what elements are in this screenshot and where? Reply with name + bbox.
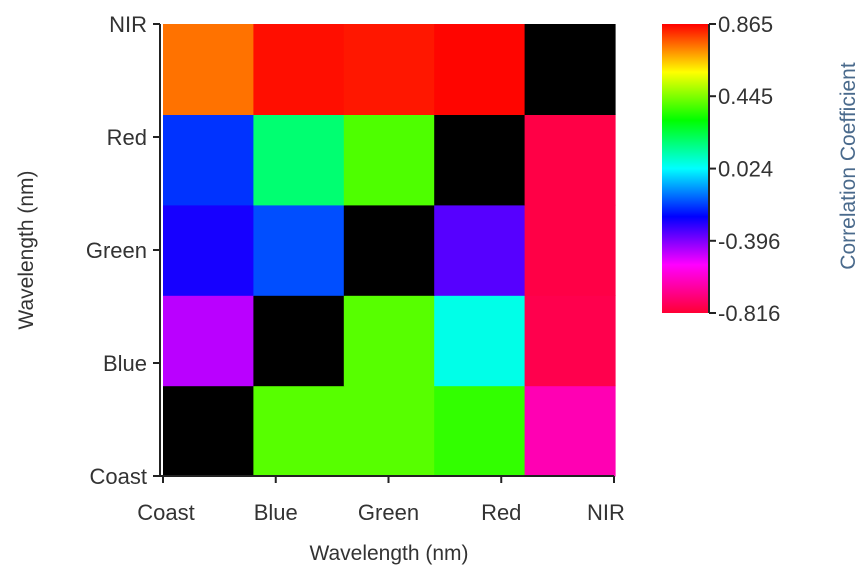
- heatmap-cell-red-red: [434, 114, 526, 206]
- heatmap-cell-blue-nir: [524, 295, 616, 387]
- colorbar-tick-label: -0.396: [718, 229, 780, 254]
- x-tick-label: NIR: [587, 500, 625, 525]
- x-tick-label: Coast: [137, 500, 194, 525]
- y-tick-label: Coast: [90, 464, 147, 489]
- y-axis-title: Wavelength (nm): [15, 170, 38, 329]
- heatmap-cell-green-red: [434, 204, 526, 296]
- y-tick-label: Green: [86, 238, 147, 263]
- heatmap-cell-red-blue: [253, 114, 345, 206]
- colorbar: 0.865 0.445 0.024 -0.396 -0.816 Correlation …: [662, 12, 860, 326]
- x-axis-title: Wavelength (nm): [309, 542, 468, 565]
- colorbar-gradient: [662, 24, 708, 313]
- heatmap-cell-blue-blue: [253, 295, 345, 387]
- heatmap-cell-coast-blue: [253, 385, 345, 477]
- heatmap-cell-red-coast: [163, 114, 254, 206]
- heatmap-cell-nir-red: [434, 24, 526, 115]
- heatmap-cell-green-nir: [524, 204, 616, 296]
- heatmap-cell-red-nir: [524, 114, 616, 206]
- x-axis-ticks: Coast Blue Green Red NIR: [137, 476, 625, 525]
- heatmap-cell-green-green: [343, 204, 435, 296]
- y-tick-label: Blue: [103, 351, 147, 376]
- heatmap-cell-red-green: [343, 114, 435, 206]
- heatmap-cell-green-blue: [253, 204, 345, 296]
- heatmap-cell-blue-coast: [163, 295, 254, 387]
- heatmap-cell-coast-coast: [163, 385, 254, 477]
- heatmap-cell-nir-green: [343, 24, 435, 115]
- heatmap-cell-nir-coast: [163, 24, 254, 115]
- y-axis-ticks: Coast Blue Green Red NIR: [86, 12, 160, 489]
- heatmap-cell-coast-green: [343, 385, 435, 477]
- x-tick-label: Green: [358, 500, 419, 525]
- heatmap-cells: [163, 24, 616, 477]
- colorbar-ticks: 0.865 0.445 0.024 -0.396 -0.816: [709, 12, 780, 326]
- x-tick-label: Blue: [254, 500, 298, 525]
- colorbar-tick-label: 0.024: [718, 157, 773, 182]
- x-tick-label: Red: [481, 500, 521, 525]
- colorbar-tick-label: -0.816: [718, 301, 780, 326]
- y-tick-label: NIR: [109, 12, 147, 37]
- heatmap-cell-coast-red: [434, 385, 526, 477]
- heatmap-cell-blue-green: [343, 295, 435, 387]
- y-tick-label: Red: [107, 125, 147, 150]
- heatmap-cell-coast-nir: [524, 385, 616, 477]
- colorbar-tick-label: 0.865: [718, 12, 773, 37]
- heatmap-cell-green-coast: [163, 204, 254, 296]
- colorbar-tick-label: 0.445: [718, 84, 773, 109]
- heatmap-cell-nir-nir: [524, 24, 616, 115]
- colorbar-title: Correlation Coefficient: [837, 62, 860, 270]
- heatmap-cell-nir-blue: [253, 24, 345, 115]
- heatmap-cell-blue-red: [434, 295, 526, 387]
